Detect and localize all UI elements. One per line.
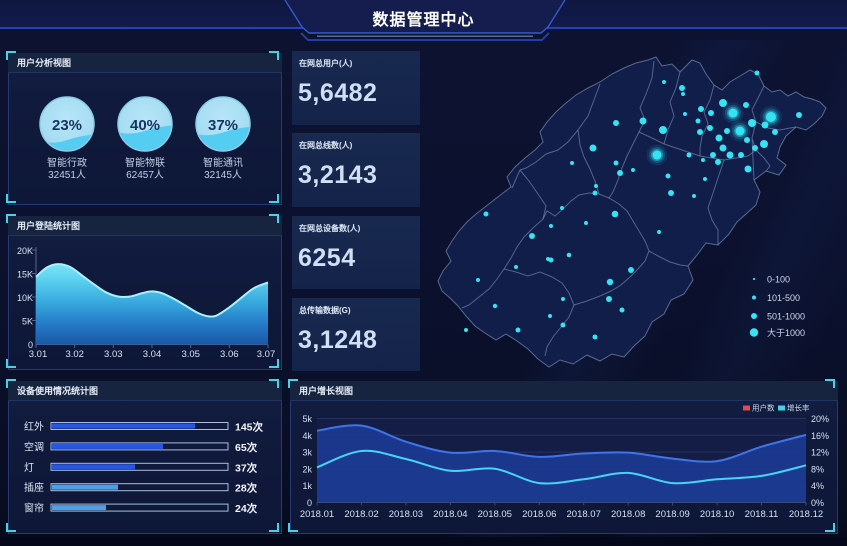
svg-text:0: 0 [28,340,33,350]
svg-text:2018.08: 2018.08 [611,509,645,520]
svg-text:101-500: 101-500 [767,293,800,303]
svg-text:20%: 20% [811,414,829,424]
svg-text:3.07: 3.07 [257,349,276,360]
svg-text:2k: 2k [302,464,312,474]
svg-text:2018.04: 2018.04 [433,509,467,520]
svg-text:灯: 灯 [24,462,34,474]
svg-text:20K: 20K [17,246,33,256]
svg-text:3.02: 3.02 [65,349,84,360]
svg-text:2018.07: 2018.07 [567,509,601,520]
svg-text:12%: 12% [811,448,829,458]
svg-text:1k: 1k [302,481,312,491]
svg-text:增长率: 增长率 [787,403,810,413]
svg-text:2018.01: 2018.01 [300,509,334,520]
svg-text:3.05: 3.05 [181,349,200,360]
svg-text:2018.05: 2018.05 [478,509,512,520]
svg-text:10K: 10K [17,293,33,303]
svg-text:40%: 40% [130,117,160,134]
svg-text:4%: 4% [811,481,824,491]
svg-text:空调: 空调 [24,440,44,453]
svg-text:3.06: 3.06 [220,349,239,360]
svg-text:5K: 5K [22,317,33,327]
svg-text:16%: 16% [811,431,829,441]
svg-text:501-1000: 501-1000 [767,312,805,322]
svg-text:用户数: 用户数 [752,403,775,413]
svg-text:红外: 红外 [24,420,44,433]
svg-text:28次: 28次 [235,482,258,495]
svg-text:大于1000: 大于1000 [767,327,805,338]
svg-text:37次: 37次 [235,461,258,474]
svg-text:2018.10: 2018.10 [700,509,734,520]
svg-text:145次: 145次 [235,421,264,434]
svg-text:23%: 23% [52,117,82,134]
svg-text:3k: 3k [302,448,312,458]
svg-text:0: 0 [307,498,312,508]
svg-text:0-100: 0-100 [767,275,790,285]
svg-text:24次: 24次 [235,502,258,515]
svg-text:15K: 15K [17,270,33,280]
svg-text:4k: 4k [302,431,312,441]
svg-text:65次: 65次 [235,441,258,454]
svg-text:插座: 插座 [24,481,44,494]
svg-text:37%: 37% [208,117,238,134]
svg-text:3.03: 3.03 [104,349,123,360]
svg-text:8%: 8% [811,464,824,474]
svg-text:5k: 5k [302,414,312,424]
svg-text:窗帘: 窗帘 [24,502,44,515]
svg-text:2018.03: 2018.03 [389,509,423,520]
svg-text:2018.09: 2018.09 [655,509,689,520]
svg-text:3.01: 3.01 [29,349,48,360]
svg-text:0%: 0% [811,498,824,508]
svg-text:2018.02: 2018.02 [344,509,378,520]
svg-text:2018.06: 2018.06 [522,509,556,520]
svg-text:2018.12: 2018.12 [789,509,823,520]
svg-text:3.04: 3.04 [143,349,162,360]
svg-text:2018.11: 2018.11 [745,509,779,520]
